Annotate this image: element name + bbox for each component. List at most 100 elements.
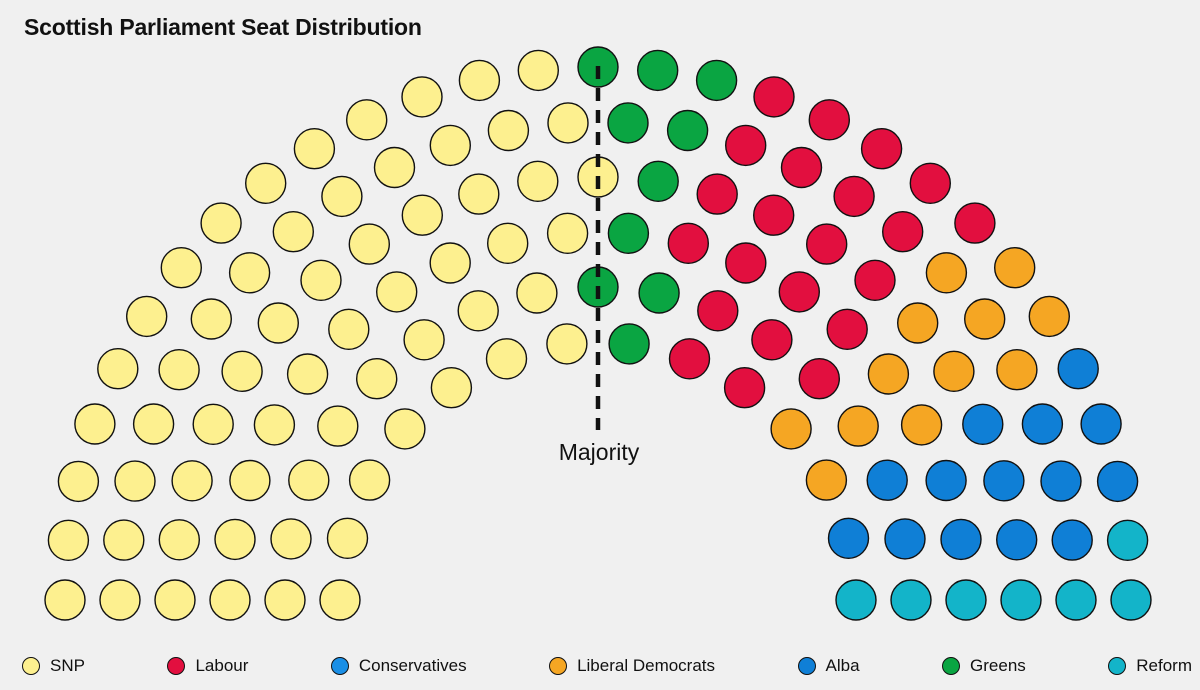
seat	[925, 459, 967, 502]
seat	[697, 290, 739, 332]
seat	[401, 76, 443, 118]
seat	[994, 247, 1036, 289]
seat	[319, 579, 361, 621]
seat	[860, 127, 903, 170]
legend-label: SNP	[50, 656, 85, 675]
seat	[933, 350, 975, 392]
seat	[348, 459, 391, 501]
legend-item: SNP	[22, 656, 85, 676]
seat	[1096, 460, 1139, 503]
seat	[798, 358, 840, 400]
seat	[884, 518, 926, 560]
seat	[517, 160, 559, 203]
seat	[954, 202, 996, 244]
seat	[487, 222, 529, 265]
seat	[132, 403, 175, 445]
legend-item: Conservatives	[330, 656, 467, 676]
legend-swatch	[942, 657, 961, 675]
parliament-chart: Majority	[44, 46, 1152, 621]
seat	[996, 519, 1038, 561]
legend-label: Liberal Democrats	[577, 656, 716, 675]
seat	[695, 59, 738, 102]
seat	[668, 338, 711, 380]
seat	[546, 212, 589, 255]
seat	[805, 459, 848, 501]
seat	[964, 298, 1006, 340]
chart-title: Scottish Parliament Seat Distribution	[24, 14, 422, 40]
legend-item: Reform	[1108, 656, 1192, 676]
seat	[996, 349, 1038, 391]
seat	[429, 124, 471, 167]
seat	[1000, 579, 1042, 621]
seat	[778, 271, 820, 313]
seat	[723, 367, 766, 409]
seat	[867, 353, 910, 395]
seat	[1080, 403, 1122, 445]
seat	[346, 99, 388, 141]
seat	[607, 102, 649, 144]
seat	[607, 212, 650, 255]
seat	[725, 242, 767, 284]
seat	[300, 259, 342, 301]
seat	[1055, 579, 1097, 621]
seat	[125, 295, 168, 338]
seat	[103, 519, 145, 561]
seat	[837, 405, 879, 447]
seat	[485, 338, 528, 380]
seat	[57, 460, 100, 503]
seat	[725, 124, 767, 167]
legend-swatch	[330, 657, 349, 675]
legend-swatch	[167, 657, 186, 675]
legend-label: Greens	[970, 656, 1026, 675]
seats-group	[44, 46, 1152, 621]
legend-item: Liberal Democrats	[549, 656, 715, 676]
seat	[1051, 519, 1093, 561]
seat	[114, 460, 156, 502]
seat	[376, 271, 418, 313]
seat	[696, 173, 738, 215]
seat	[384, 408, 426, 450]
legend: SNP Labour Conservatives Liberal Democra…	[22, 652, 1192, 680]
seat	[1021, 403, 1064, 445]
seat	[264, 579, 306, 621]
seat	[890, 579, 932, 621]
seat	[833, 175, 875, 218]
seat	[458, 59, 501, 102]
seat	[326, 517, 369, 559]
legend-swatch	[549, 657, 568, 675]
seat	[487, 109, 530, 152]
seat	[192, 403, 234, 445]
legend-swatch	[797, 657, 816, 675]
seat	[900, 404, 943, 446]
seat	[637, 49, 679, 92]
seat	[348, 223, 390, 265]
seat	[229, 459, 271, 502]
seat	[925, 252, 968, 294]
seat	[770, 408, 812, 450]
seat	[190, 298, 233, 340]
seat	[373, 146, 416, 189]
legend-label: Conservatives	[358, 656, 467, 675]
seat	[293, 127, 336, 170]
majority-label: Majority	[559, 439, 640, 465]
seat	[1028, 295, 1071, 338]
seat	[457, 290, 499, 332]
seat	[286, 353, 329, 395]
legend-label: Labour	[195, 656, 249, 675]
seat	[854, 259, 896, 301]
legend-item: Alba	[797, 656, 860, 676]
seat	[780, 146, 823, 189]
seat	[200, 202, 242, 244]
legend-item: Labour	[167, 656, 248, 676]
seat	[666, 109, 709, 152]
seat	[44, 579, 86, 621]
seat	[74, 403, 116, 445]
seat	[753, 194, 795, 236]
seat	[827, 517, 870, 559]
seat	[866, 459, 908, 501]
seat	[47, 519, 90, 561]
seat	[214, 518, 256, 561]
seat	[270, 518, 312, 560]
seat	[808, 99, 850, 141]
seat	[1110, 579, 1152, 621]
